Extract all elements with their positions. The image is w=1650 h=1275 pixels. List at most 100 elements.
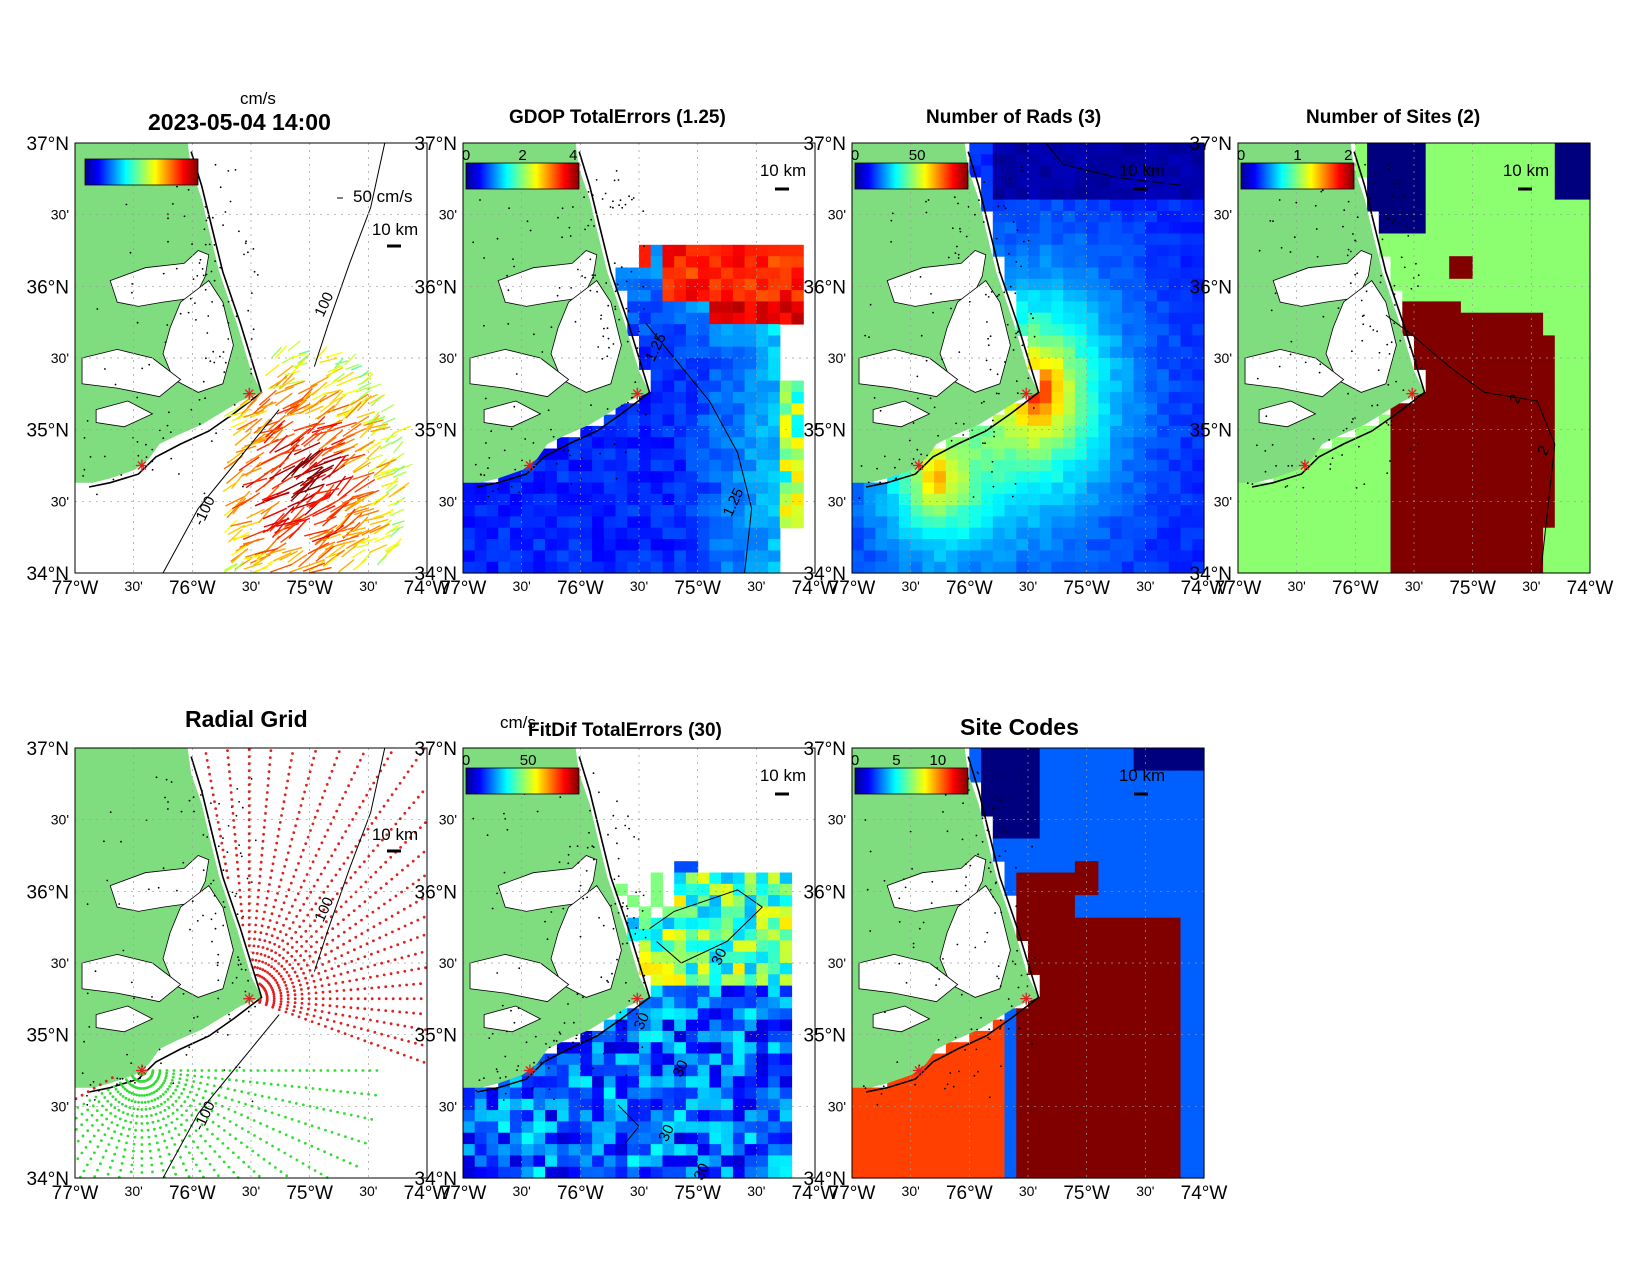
heatmap-cell bbox=[1086, 199, 1099, 212]
heatmap-cell bbox=[863, 539, 876, 551]
heatmap-cell bbox=[1074, 471, 1088, 484]
shore-dot bbox=[1365, 290, 1368, 293]
heatmap-cell bbox=[721, 471, 734, 484]
heatmap-cell bbox=[1145, 176, 1158, 189]
heatmap-cell bbox=[1074, 437, 1088, 450]
radial-point-site2 bbox=[274, 1166, 277, 1169]
heatmap-cell bbox=[875, 516, 888, 529]
heatmap-cell bbox=[1449, 244, 1462, 257]
lon-tick-label: 30' bbox=[242, 1183, 260, 1199]
shore-dot bbox=[1006, 323, 1009, 326]
vector-arrow bbox=[343, 512, 363, 530]
heatmap-cell bbox=[580, 1030, 593, 1043]
heatmap-cell bbox=[898, 482, 912, 495]
heatmap-cell bbox=[1355, 154, 1368, 167]
colorbar-tick: 2 bbox=[1344, 147, 1352, 164]
heatmap-cell bbox=[1378, 188, 1392, 201]
heatmap-cell bbox=[533, 1155, 546, 1168]
heatmap-cell bbox=[1566, 290, 1579, 302]
shore-dot bbox=[234, 895, 237, 897]
radial-point-site1 bbox=[354, 922, 358, 926]
shore-dot bbox=[513, 405, 516, 408]
heatmap-cell bbox=[1449, 154, 1462, 167]
shore-dot bbox=[513, 265, 515, 268]
shore-dot bbox=[1345, 427, 1348, 430]
radial-point-site1 bbox=[235, 860, 239, 864]
vector-arrow bbox=[322, 555, 338, 568]
radial-point-site1 bbox=[416, 1058, 419, 1062]
heatmap-cell bbox=[945, 539, 959, 551]
heatmap-cell bbox=[580, 550, 593, 563]
heatmap-cell bbox=[533, 527, 546, 540]
heatmap-cell bbox=[1390, 448, 1403, 461]
heatmap-cell bbox=[863, 561, 876, 574]
heatmap-cell bbox=[662, 985, 675, 998]
shore-dot bbox=[210, 440, 213, 442]
heatmap-cell bbox=[639, 1042, 652, 1055]
shore-dot bbox=[247, 251, 249, 254]
radial-point-site2 bbox=[140, 1122, 144, 1125]
heatmap-cell bbox=[1110, 358, 1123, 370]
heatmap-cell bbox=[509, 1110, 523, 1122]
radial-point-site1 bbox=[270, 957, 274, 961]
heatmap-cell bbox=[1566, 471, 1579, 484]
shore-dot bbox=[1355, 487, 1358, 489]
heatmap-cell bbox=[1414, 358, 1427, 370]
radial-point-site1 bbox=[300, 945, 303, 948]
heatmap-cell bbox=[1425, 561, 1438, 574]
radial-point-site1 bbox=[268, 972, 272, 976]
vector-arrow bbox=[261, 489, 286, 501]
heatmap-cell bbox=[603, 1110, 617, 1122]
heatmap-cell bbox=[1460, 493, 1474, 506]
heatmap-cell bbox=[744, 437, 757, 450]
radial-point-site1 bbox=[264, 903, 268, 907]
heatmap-cell bbox=[744, 414, 757, 427]
heatmap-cell bbox=[674, 1132, 687, 1145]
shore-dot bbox=[227, 322, 230, 324]
shore-dot bbox=[587, 224, 590, 227]
nsites-field bbox=[1238, 143, 1591, 574]
radial-point-site1 bbox=[337, 750, 341, 753]
radial-point-site1 bbox=[98, 1083, 102, 1087]
radial-point-site2 bbox=[118, 1081, 122, 1085]
shore-dot bbox=[231, 891, 234, 894]
shore-dot bbox=[1349, 282, 1352, 285]
heatmap-cell bbox=[1378, 244, 1392, 257]
lat-tick-label: 30' bbox=[51, 207, 69, 223]
radial-point-site1 bbox=[281, 807, 285, 810]
sound-water bbox=[497, 250, 598, 307]
heatmap-cell bbox=[1460, 437, 1474, 450]
radial-point-site1 bbox=[247, 748, 251, 752]
heatmap-cell bbox=[1028, 561, 1041, 574]
heatmap-cell bbox=[1437, 539, 1450, 551]
heatmap-cell bbox=[732, 425, 746, 438]
heatmap-cell bbox=[1168, 188, 1182, 201]
heatmap-cell bbox=[1074, 176, 1088, 189]
vector-arrow bbox=[354, 507, 375, 516]
vector-arrow bbox=[262, 519, 286, 534]
shore-dot bbox=[1378, 351, 1381, 354]
heatmap-cell bbox=[603, 561, 617, 574]
heatmap-cell bbox=[650, 380, 663, 393]
heatmap-cell bbox=[709, 561, 722, 574]
heatmap-cell bbox=[1578, 154, 1591, 167]
radial-point-site2 bbox=[109, 1112, 113, 1115]
shore-dot bbox=[483, 257, 485, 259]
radial-point-site1 bbox=[298, 925, 302, 928]
heatmap-cell bbox=[1449, 516, 1462, 529]
heatmap-cell bbox=[592, 1064, 605, 1077]
heatmap-cell bbox=[744, 425, 757, 438]
heatmap-cell bbox=[1414, 233, 1427, 246]
heatmap-cell bbox=[1028, 199, 1041, 212]
shore-dot bbox=[131, 283, 134, 285]
heatmap-cell bbox=[1028, 188, 1041, 201]
shore-dot bbox=[217, 845, 220, 848]
shore-dot bbox=[136, 321, 139, 324]
radial-point-site2 bbox=[124, 1078, 128, 1081]
heatmap-cell bbox=[1098, 290, 1111, 302]
sound-water bbox=[1325, 280, 1397, 393]
heatmap-cell bbox=[744, 493, 757, 506]
radial-point-site2 bbox=[304, 1141, 307, 1145]
radial-point-site2 bbox=[290, 1084, 294, 1088]
heatmap-cell bbox=[1460, 290, 1474, 302]
